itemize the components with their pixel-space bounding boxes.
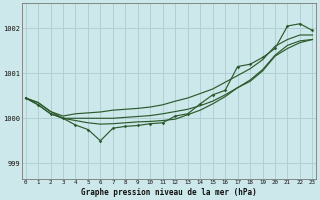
X-axis label: Graphe pression niveau de la mer (hPa): Graphe pression niveau de la mer (hPa): [81, 188, 257, 197]
